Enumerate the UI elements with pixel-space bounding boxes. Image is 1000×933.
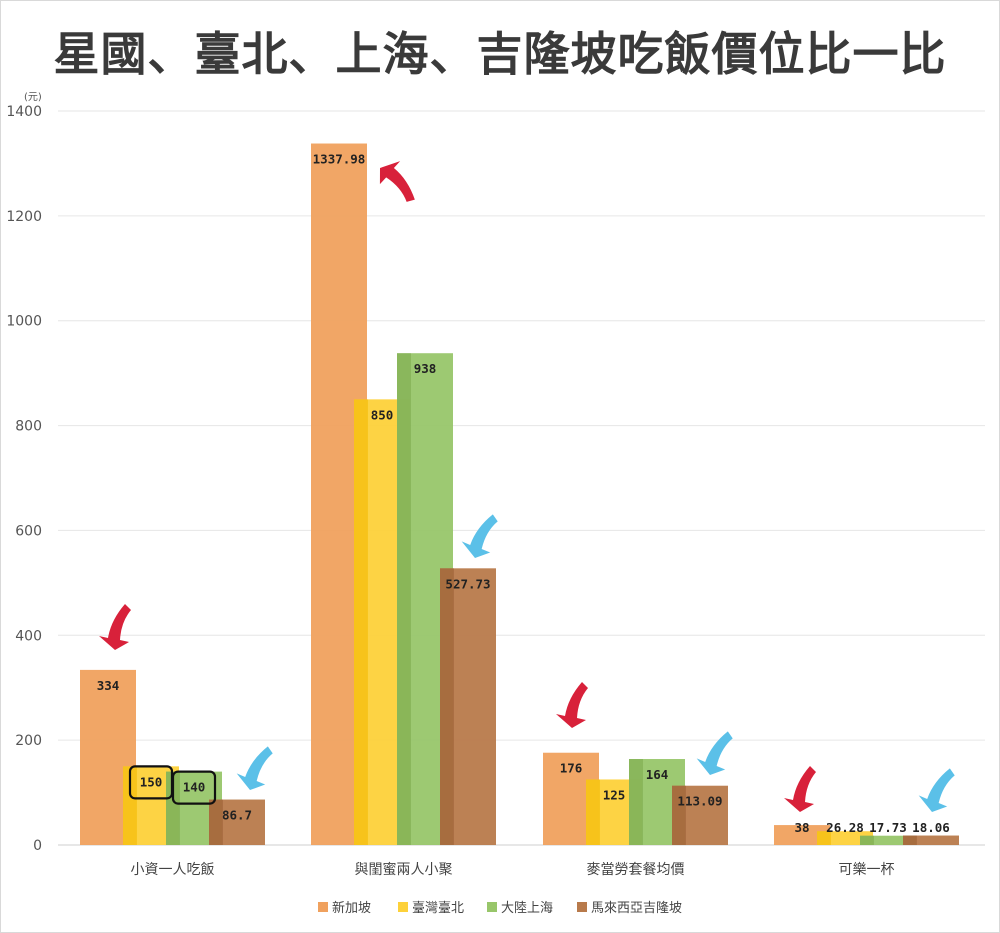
x-category-label: 與閨蜜兩人小聚 <box>355 862 453 878</box>
y-tick-label: 1000 <box>6 314 42 330</box>
legend-label: 馬來西亞吉隆坡 <box>591 901 682 916</box>
y-tick-label: 400 <box>15 628 42 644</box>
bar-shade <box>209 799 223 845</box>
bar-shade <box>903 835 917 845</box>
bar-shade <box>629 759 643 845</box>
data-label: 164 <box>646 767 669 782</box>
highlight-box <box>171 770 217 805</box>
bar-shade <box>586 779 600 845</box>
blue-arrow-icon-shape <box>696 731 733 775</box>
data-label: 17.73 <box>869 820 907 835</box>
blue-arrow-icon <box>918 768 955 812</box>
data-label: 850 <box>371 407 394 422</box>
data-label: 150 <box>140 774 163 789</box>
blue-arrow-icon <box>461 514 498 558</box>
x-category-label: 可樂一杯 <box>839 861 895 878</box>
bar-shade <box>397 353 411 845</box>
red-arrow-icon <box>784 766 816 812</box>
data-label: 1337.98 <box>313 152 366 167</box>
legend-label: 新加坡 <box>332 900 371 916</box>
data-label: 86.7 <box>222 808 252 823</box>
legend-label: 臺灣臺北 <box>412 901 464 916</box>
red-arrow-icon-shape <box>99 604 131 650</box>
y-tick-label: 1200 <box>6 209 42 225</box>
red-arrow-icon-shape <box>784 766 816 812</box>
data-label: 938 <box>414 361 437 376</box>
x-category-label: 小資一人吃飯 <box>131 861 215 878</box>
blue-arrow-icon-shape <box>461 514 498 558</box>
blue-arrow-icon <box>236 746 273 790</box>
bar-shade <box>166 771 180 845</box>
y-tick-label: 200 <box>15 733 42 749</box>
y-tick-label: 600 <box>15 523 42 539</box>
bar-shade <box>817 831 831 845</box>
bar-shade <box>672 785 686 845</box>
red-arrow-icon-shape <box>379 161 415 202</box>
data-label: 26.28 <box>826 820 864 835</box>
bar-shade <box>860 835 874 845</box>
data-label: 140 <box>183 780 206 795</box>
data-label: 334 <box>97 678 120 693</box>
red-arrow-icon <box>99 604 131 650</box>
bar-shade <box>440 568 454 845</box>
data-label: 176 <box>560 761 583 776</box>
legend-swatch <box>487 902 497 912</box>
data-label: 113.09 <box>677 794 722 809</box>
data-label: 125 <box>603 787 626 802</box>
bar-shade <box>354 399 368 845</box>
bar-新加坡-可樂一杯 <box>774 825 830 845</box>
red-arrow-icon-shape <box>556 682 588 728</box>
y-tick-label: 0 <box>33 838 42 854</box>
data-label: 527.73 <box>445 576 490 591</box>
data-label: 38 <box>794 820 809 835</box>
bar-shade <box>123 766 137 845</box>
data-label: 18.06 <box>912 820 950 835</box>
blue-arrow-icon <box>696 731 733 775</box>
legend-swatch <box>577 902 587 912</box>
red-arrow-icon <box>556 682 588 728</box>
y-tick-label: 800 <box>15 419 42 435</box>
legend-swatch <box>398 902 408 912</box>
bar-馬來西亞吉隆坡-可樂一杯 <box>903 835 959 845</box>
y-tick-label: 1400 <box>6 104 42 120</box>
blue-arrow-icon-shape <box>918 768 955 812</box>
chart-title: 星國、臺北、上海、吉隆坡吃飯價位比一比 <box>53 27 947 81</box>
x-category-label: 麥當勞套餐均價 <box>587 861 685 878</box>
bar-大陸上海-可樂一杯 <box>860 835 916 845</box>
blue-arrow-icon-shape <box>236 746 273 790</box>
red-arrow-icon <box>379 161 415 202</box>
y-axis-unit: (元) <box>24 92 42 103</box>
legend-label: 大陸上海 <box>501 900 553 916</box>
legend-swatch <box>318 902 328 912</box>
